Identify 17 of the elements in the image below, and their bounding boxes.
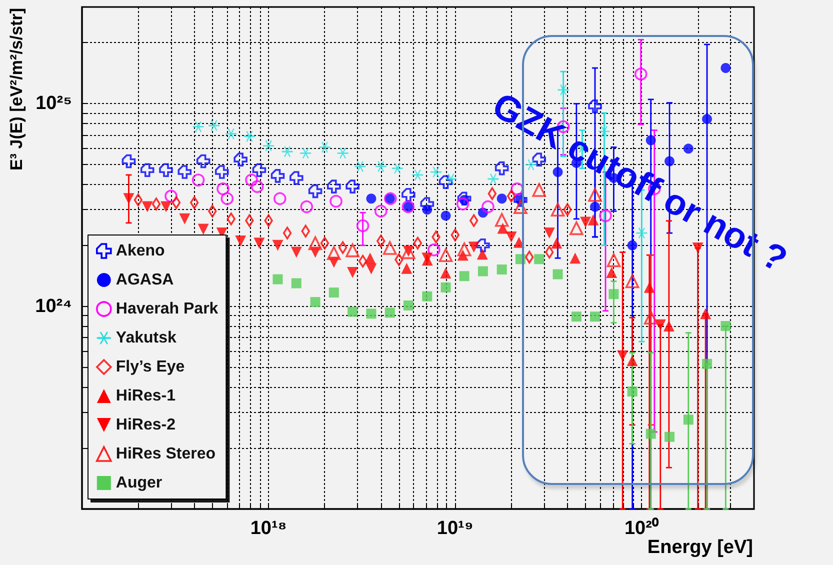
legend-label: HiRes-1 [116,388,176,404]
y-axis-title: E³ J(E) [eV²/m²/s/str] [7,8,26,170]
legend-label: AGASA [116,272,174,288]
x-axis-title: Energy [eV] [647,537,754,558]
y-tick-label: 10²⁵ [36,93,72,114]
legend-label: Akeno [116,242,166,260]
x-tick-label: 10²⁰ [624,517,659,539]
legend-label: Yakutsk [116,330,176,346]
legend-label: Auger [116,474,162,492]
legend-label: HiRes-2 [116,416,176,434]
x-tick-label: 10¹⁸ [250,518,287,539]
y-tick-label: 10²⁴ [35,296,72,317]
legend-label: Fly’s Eye [116,358,185,376]
legend-label: Haverah Park [116,300,218,318]
annotation: GZK cutoff or not ? [486,84,794,280]
legend-label: HiRes Stereo [116,446,216,462]
x-tick-label: 10¹⁹ [436,518,474,539]
